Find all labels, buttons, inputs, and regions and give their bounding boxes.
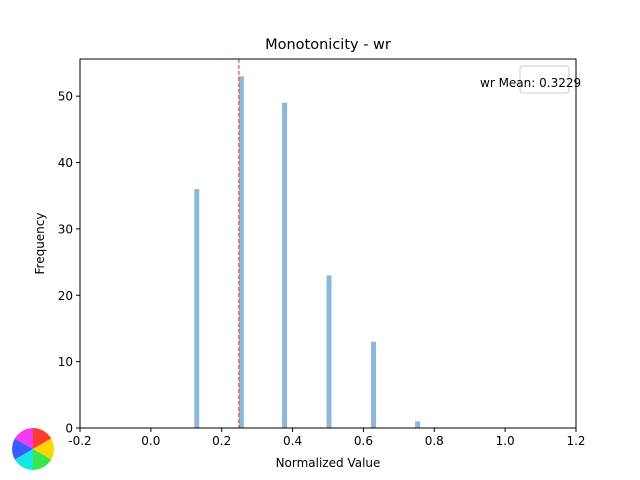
color-wheel-icon [12, 428, 54, 470]
histogram-bar-4 [326, 275, 332, 428]
legend-entry-label: wr Mean: 0.3229 [480, 76, 581, 90]
plot-frame [79, 58, 577, 429]
y-tick-label: 20 [58, 289, 73, 303]
y-tick-label: 0 [65, 422, 73, 436]
y-axis-title: Frequency [33, 213, 47, 275]
x-tick-label: -0.2 [68, 434, 91, 448]
y-tick-label: 40 [58, 156, 73, 170]
x-tick-label: 1.2 [566, 434, 585, 448]
bars-layer [194, 76, 421, 428]
y-tick-label: 10 [58, 355, 73, 369]
histogram-bar-6 [415, 421, 421, 428]
histogram-bar-3 [282, 102, 288, 428]
histogram-bar-2 [238, 76, 244, 428]
x-tick-label: 0.6 [354, 434, 373, 448]
histogram-bar-1 [194, 189, 200, 428]
histogram-bar-5 [371, 341, 377, 428]
y-tick-label: 30 [58, 222, 73, 236]
x-tick-label: 0.4 [283, 434, 302, 448]
x-tick-label: 1.0 [496, 434, 515, 448]
x-tick-label: 0.8 [425, 434, 444, 448]
chart-title: Monotonicity - wr [265, 37, 391, 53]
y-tick-label: 50 [58, 90, 73, 104]
ticks-layer: -0.2 0.0 0.2 0.4 0.6 0.8 1.0 1.2 0 10 20 30 40 50 [58, 90, 586, 448]
legend-box [519, 65, 570, 94]
x-tick-label: 0.2 [212, 434, 231, 448]
x-tick-label: 0.0 [141, 434, 160, 448]
legend: wr Mean: 0.3229 [480, 65, 581, 94]
x-axis-title: Normalized Value [276, 456, 381, 470]
